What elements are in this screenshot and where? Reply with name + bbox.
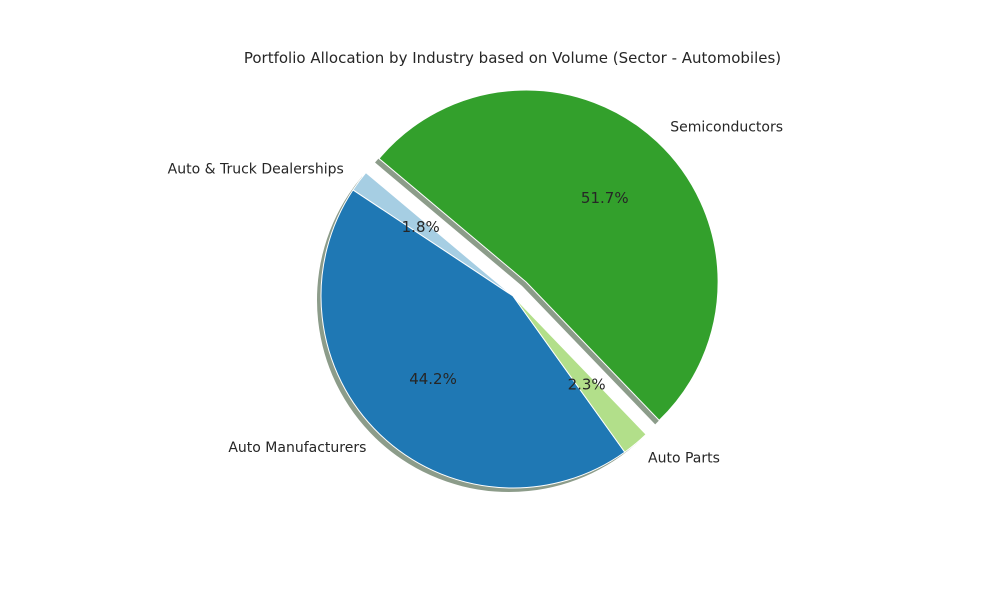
- slice-label-semiconductors: Semiconductors: [670, 120, 783, 136]
- pie-slice-semiconductors: [378, 89, 719, 421]
- pie-slice-auto-parts: [512, 295, 647, 453]
- slice-label-auto-manufacturers: Auto Manufacturers: [228, 440, 366, 456]
- pct-label-auto-manufacturers: 44.2%: [409, 370, 457, 388]
- slice-label-auto-parts: Auto Parts: [648, 450, 720, 466]
- pct-label-auto-truck-dealerships: 1.8%: [402, 218, 440, 236]
- pie-slice-auto-manufacturers: [320, 189, 626, 489]
- pct-label-auto-parts: 2.3%: [568, 376, 606, 394]
- chart-title: Portfolio Allocation by Industry based o…: [243, 49, 782, 67]
- slice-label-auto-truck-dealerships: Auto & Truck Dealerships: [168, 162, 344, 178]
- pct-label-semiconductors: 51.7%: [581, 189, 629, 207]
